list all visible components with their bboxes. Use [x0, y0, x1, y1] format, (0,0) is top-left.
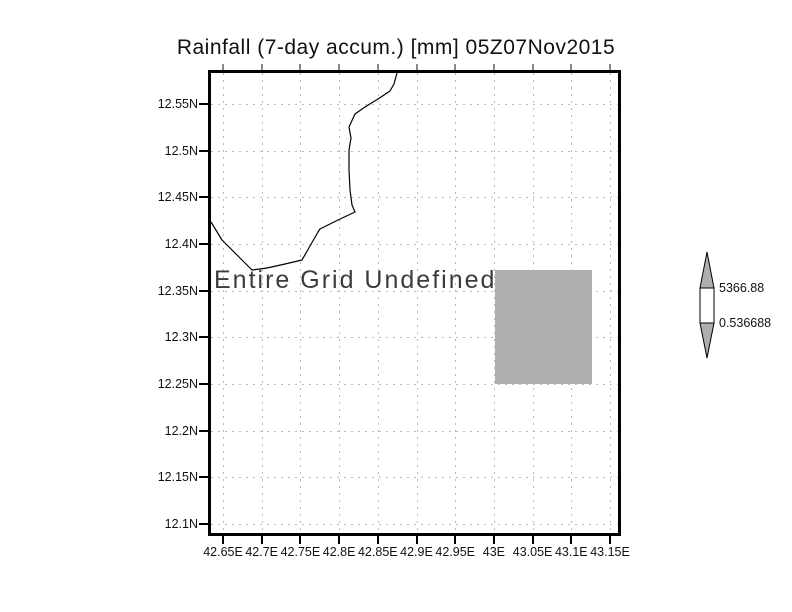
y-gridline — [211, 104, 618, 105]
y-gridline — [211, 150, 618, 152]
top-axis-tick — [492, 64, 495, 70]
colorbar-mid-segment — [699, 287, 715, 324]
coastline-path — [211, 73, 398, 271]
x-axis-tick-label: 42.9E — [400, 545, 433, 559]
x-axis-tick — [570, 536, 573, 544]
shaded-data-region — [495, 270, 592, 384]
y-axis-tick — [199, 289, 208, 292]
map-frame — [208, 70, 621, 536]
plot-title: Rainfall (7-day accum.) [mm] 05Z07Nov201… — [176, 36, 616, 59]
y-axis-tick-label: 12.55N — [157, 97, 198, 111]
y-axis-tick — [199, 383, 208, 385]
x-gridline — [300, 73, 302, 533]
x-axis-tick-label: 42.7E — [245, 545, 279, 559]
y-gridline — [211, 524, 618, 525]
y-axis-tick-label: 12.4N — [164, 237, 198, 251]
y-axis-tick — [199, 149, 208, 152]
colorbar-max-label: 5366.88 — [719, 281, 765, 295]
y-gridline — [211, 477, 618, 479]
x-axis-tick-label: 43.15E — [590, 545, 630, 559]
x-axis-tick — [222, 536, 224, 544]
y-gridline — [211, 430, 618, 432]
x-axis-tick — [338, 536, 341, 544]
y-gridline — [211, 197, 618, 199]
x-axis-tick-label: 42.8E — [322, 545, 356, 559]
colorbar — [699, 251, 715, 359]
x-axis-tick-label: 43E — [482, 545, 506, 559]
y-gridline — [211, 290, 618, 292]
top-axis-tick — [415, 64, 418, 70]
top-axis-tick — [260, 64, 263, 70]
y-axis-tick — [199, 196, 208, 199]
x-gridline — [532, 73, 534, 533]
y-gridline — [211, 337, 618, 339]
top-axis-tick — [609, 64, 611, 70]
top-axis-tick — [570, 64, 573, 70]
x-gridline — [339, 73, 341, 533]
top-axis-tick — [531, 64, 534, 70]
y-axis-tick — [199, 243, 208, 245]
y-axis-tick — [199, 476, 208, 479]
y-axis-tick — [199, 103, 208, 105]
y-axis-tick-label: 12.5N — [164, 143, 198, 158]
x-axis-tick — [299, 536, 302, 544]
colorbar-min-label: 0.536688 — [719, 316, 772, 330]
top-axis-tick — [299, 64, 302, 70]
x-gridline — [416, 73, 418, 533]
colorbar-upper-arrow — [699, 251, 715, 289]
x-axis-tick-label: 43.1E — [554, 545, 588, 559]
y-axis-tick-label: 12.45N — [157, 190, 198, 205]
top-axis-tick — [376, 64, 379, 70]
y-gridline — [211, 384, 618, 385]
y-axis-tick — [199, 523, 208, 525]
grid-undefined-status: Entire Grid Undefined — [214, 266, 497, 294]
y-axis-tick — [199, 429, 208, 432]
y-axis-tick-label: 12.2N — [164, 423, 198, 438]
x-axis-tick — [492, 536, 495, 544]
x-axis-tick — [531, 536, 534, 544]
x-axis-tick — [376, 536, 379, 544]
y-axis-tick-label: 12.15N — [157, 470, 198, 485]
y-gridline — [211, 244, 618, 245]
x-axis-tick — [454, 536, 457, 544]
x-gridline — [493, 73, 495, 533]
top-axis-tick — [222, 64, 224, 70]
x-axis-tick-label: 42.85E — [357, 545, 398, 559]
x-axis-tick — [260, 536, 263, 544]
y-axis-tick-label: 12.25N — [157, 377, 198, 391]
x-gridline — [261, 73, 263, 533]
x-gridline — [377, 73, 379, 533]
x-gridline — [610, 73, 611, 533]
x-axis-tick-label: 43.05E — [512, 545, 553, 559]
x-gridline — [455, 73, 457, 533]
x-gridline — [223, 73, 224, 533]
coastline-map — [211, 73, 398, 271]
x-axis-tick-label: 42.75E — [280, 545, 321, 559]
y-axis-tick-label: 12.1N — [164, 517, 198, 531]
x-axis-tick-label: 42.65E — [203, 545, 243, 559]
x-axis-tick — [609, 536, 611, 544]
x-axis-tick-label: 42.95E — [435, 545, 475, 559]
top-axis-tick — [454, 64, 457, 70]
x-gridline — [571, 73, 573, 533]
x-axis-tick — [415, 536, 418, 544]
colorbar-lower-arrow — [699, 322, 715, 359]
y-axis-tick — [199, 336, 208, 339]
top-axis-tick — [338, 64, 341, 70]
y-axis-tick-label: 12.35N — [157, 283, 198, 298]
y-axis-tick-label: 12.3N — [164, 330, 198, 345]
